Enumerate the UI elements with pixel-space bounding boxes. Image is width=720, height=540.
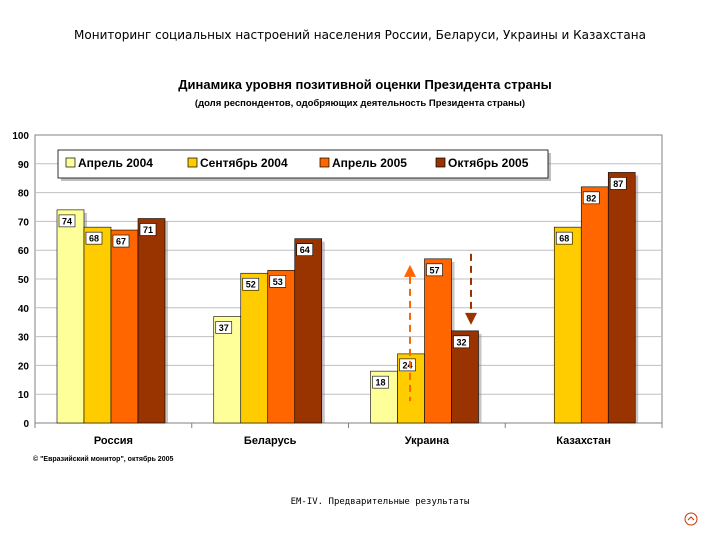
bar xyxy=(110,229,139,424)
legend-label: Апрель 2004 xyxy=(78,156,153,170)
data-label-box xyxy=(426,263,443,277)
bar xyxy=(580,186,609,424)
bar xyxy=(83,226,112,424)
y-tick-label: 0 xyxy=(23,419,29,430)
bar xyxy=(137,218,166,424)
legend: Апрель 2004 Сентябрь 2004 Апрель 2005 Октяб… xyxy=(57,149,551,181)
legend-box xyxy=(57,149,549,179)
legend-label: Октябрь 2005 xyxy=(448,156,529,170)
legend-label: Апрель 2005 xyxy=(332,156,407,170)
chart-title: Динамика уровня позитивной оценки Презид… xyxy=(178,77,551,92)
legend-swatch xyxy=(435,157,446,168)
data-label-box xyxy=(453,335,470,349)
y-tick-label: 100 xyxy=(12,131,29,142)
chart-copyright: © "Евразийский монитор", октябрь 2005 xyxy=(33,455,173,463)
y-tick-label: 50 xyxy=(18,275,30,286)
category-label: Украина xyxy=(405,435,450,447)
data-label-box xyxy=(58,214,76,228)
navigation-icon[interactable] xyxy=(684,512,698,526)
y-tick-label: 60 xyxy=(18,246,30,257)
legend-swatch xyxy=(319,157,330,168)
data-label-box xyxy=(582,191,600,205)
data-label: 82 xyxy=(586,193,596,203)
data-label: 68 xyxy=(559,234,569,244)
data-label-box xyxy=(112,234,130,248)
footer-text: EM-IV. Предварительные результаты xyxy=(290,497,470,507)
data-label: 74 xyxy=(62,216,72,226)
bar xyxy=(553,226,582,424)
data-label-box xyxy=(555,231,573,245)
data-label: 52 xyxy=(246,280,256,290)
data-label: 37 xyxy=(219,323,229,333)
data-label-box xyxy=(609,177,627,190)
down-arrow-head xyxy=(465,312,477,325)
data-label: 87 xyxy=(613,179,623,189)
data-label: 32 xyxy=(456,337,466,347)
bar xyxy=(267,270,296,424)
data-label-box xyxy=(242,277,260,291)
data-label: 67 xyxy=(116,237,126,247)
y-tick-label: 20 xyxy=(18,361,30,372)
legend-swatch xyxy=(65,157,76,168)
data-label-box xyxy=(372,375,389,389)
data-label-box xyxy=(269,275,287,288)
category-label: Казахстан xyxy=(556,435,611,447)
change-arrows xyxy=(404,253,477,402)
data-label: 24 xyxy=(402,360,412,370)
data-label: 68 xyxy=(89,234,99,244)
y-tick-label: 90 xyxy=(18,160,30,171)
chart-subtitle: (доля респондентов, одобряющих деятельно… xyxy=(195,98,525,109)
legend-label: Сентябрь 2004 xyxy=(200,156,288,170)
data-label-box xyxy=(139,223,157,236)
up-arrow-head xyxy=(404,264,416,277)
category-label: Россия xyxy=(94,435,133,447)
slide-title: Мониторинг социальных настроений населен… xyxy=(74,28,646,42)
y-tick-label: 70 xyxy=(18,217,30,228)
data-label-box xyxy=(215,321,233,334)
y-tick-label: 40 xyxy=(18,304,30,315)
bars: 74 68 67 71 37 52 53 64 18 24 57 32 68 82 87 xyxy=(56,172,639,424)
category-label: Беларусь xyxy=(244,435,297,447)
data-label-box xyxy=(399,358,416,372)
bar xyxy=(56,209,85,424)
bar xyxy=(607,172,636,424)
bar xyxy=(424,258,452,424)
y-tick-label: 30 xyxy=(18,333,30,344)
data-label: 18 xyxy=(375,378,385,388)
data-label: 57 xyxy=(429,265,439,275)
category-labels: Россия Беларусь Украина Казахстан xyxy=(94,435,611,447)
data-label: 64 xyxy=(300,245,310,255)
y-tick-label: 80 xyxy=(18,189,30,200)
bar xyxy=(240,272,269,424)
y-tick-label: 10 xyxy=(18,390,30,401)
data-label-box xyxy=(85,231,103,245)
bar xyxy=(294,238,323,424)
legend-swatch xyxy=(187,157,198,168)
data-label: 53 xyxy=(273,277,283,287)
y-axis: 0 10 20 30 40 50 60 70 80 90 100 xyxy=(12,131,29,430)
data-label-box xyxy=(296,243,314,256)
bar xyxy=(213,316,242,424)
data-label: 71 xyxy=(143,225,153,235)
